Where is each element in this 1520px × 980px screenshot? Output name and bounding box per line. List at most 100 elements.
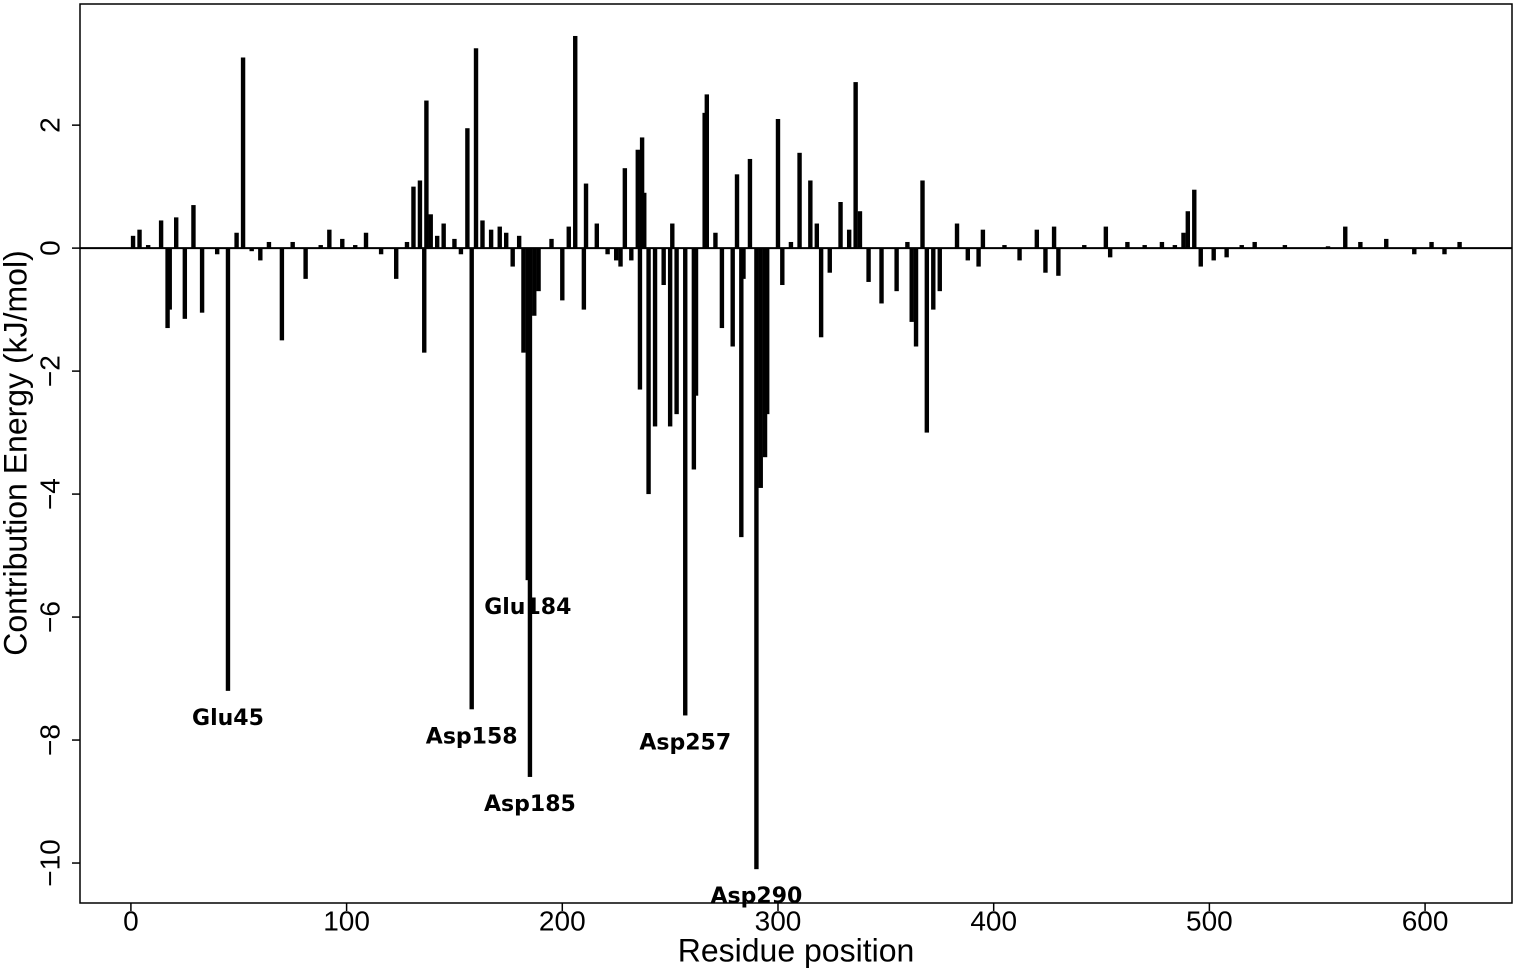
bar [469, 248, 474, 710]
bar [605, 248, 610, 255]
bar [536, 248, 541, 292]
bar [1252, 241, 1257, 249]
bar [137, 229, 142, 249]
bar [635, 149, 640, 249]
annotation: Asp158 [426, 724, 518, 749]
bar [618, 248, 623, 267]
bar [404, 241, 410, 249]
bar [937, 248, 942, 292]
bar [214, 248, 220, 255]
y-tick-label: −2 [34, 355, 65, 387]
bar [521, 248, 526, 353]
y-axis-title: Contribution Energy (kJ/mol) [0, 250, 33, 655]
bar [1239, 245, 1244, 249]
bar [441, 223, 446, 249]
y-tick-label: 2 [34, 117, 65, 133]
x-tick-label: 100 [323, 905, 370, 936]
bar [1282, 245, 1288, 249]
bar [920, 180, 925, 249]
bar [614, 248, 619, 261]
x-tick-label: 300 [755, 905, 802, 936]
annotation: Asp185 [484, 792, 576, 817]
bar [465, 128, 470, 249]
bar [693, 248, 699, 396]
bar [1043, 248, 1048, 273]
bar [1172, 245, 1178, 249]
x-tick-label: 600 [1402, 905, 1449, 936]
bar [1211, 248, 1216, 261]
bar [434, 235, 440, 249]
bar [814, 223, 820, 249]
y-tick-label: −10 [34, 839, 65, 887]
bar [739, 248, 744, 538]
bar [652, 248, 658, 427]
bar [234, 232, 239, 249]
bar [510, 248, 515, 267]
bar [797, 152, 802, 249]
bar [980, 229, 986, 249]
bar [1125, 241, 1130, 249]
bar [741, 248, 746, 279]
annotation: Asp257 [639, 730, 731, 755]
bar [730, 248, 735, 347]
bar [480, 220, 485, 249]
bar [1442, 248, 1447, 255]
y-tick-label: 0 [34, 240, 65, 256]
bar [1142, 245, 1147, 249]
bar [1056, 248, 1061, 276]
bar [838, 202, 843, 249]
y-tick-label: −6 [34, 601, 65, 633]
bar [549, 238, 554, 249]
bar [290, 241, 295, 249]
bar [734, 174, 740, 249]
bar [266, 241, 272, 249]
bar [853, 82, 858, 249]
bar [629, 248, 634, 261]
bar [340, 238, 345, 249]
bar [167, 248, 172, 310]
bar [532, 248, 537, 316]
x-tick-label: 200 [539, 905, 586, 936]
bar [674, 248, 679, 415]
bar [1384, 238, 1389, 249]
bar [775, 118, 781, 249]
bar [846, 229, 852, 249]
bar [1192, 189, 1197, 249]
bar [637, 248, 643, 390]
bar [303, 248, 308, 279]
plot-frame [79, 3, 1513, 904]
bar [594, 223, 600, 249]
bar [452, 238, 457, 249]
bar [622, 168, 628, 249]
bar [1017, 248, 1022, 261]
bar [182, 248, 188, 319]
bar [240, 57, 246, 249]
bar [818, 248, 824, 338]
bar [1034, 229, 1040, 249]
bar [1103, 226, 1109, 249]
y-tick-label: −4 [34, 478, 65, 510]
bar [473, 48, 479, 249]
bar [670, 223, 675, 249]
bar [931, 248, 936, 310]
bar [363, 232, 369, 249]
bar [924, 248, 930, 433]
bar [1107, 248, 1113, 258]
y-tick-label: −8 [34, 724, 65, 756]
bar [422, 248, 427, 353]
bar [1051, 226, 1057, 249]
bar [394, 248, 399, 279]
bar [661, 248, 666, 286]
bar [1358, 241, 1363, 249]
bar [516, 235, 522, 249]
bar [788, 241, 794, 249]
bar [754, 248, 759, 870]
bar [428, 214, 433, 249]
bar [954, 223, 960, 249]
bar [158, 220, 164, 249]
annotation: Glu45 [192, 706, 264, 731]
bar [747, 158, 753, 249]
x-tick-label: 0 [123, 905, 139, 936]
bar [560, 248, 565, 301]
